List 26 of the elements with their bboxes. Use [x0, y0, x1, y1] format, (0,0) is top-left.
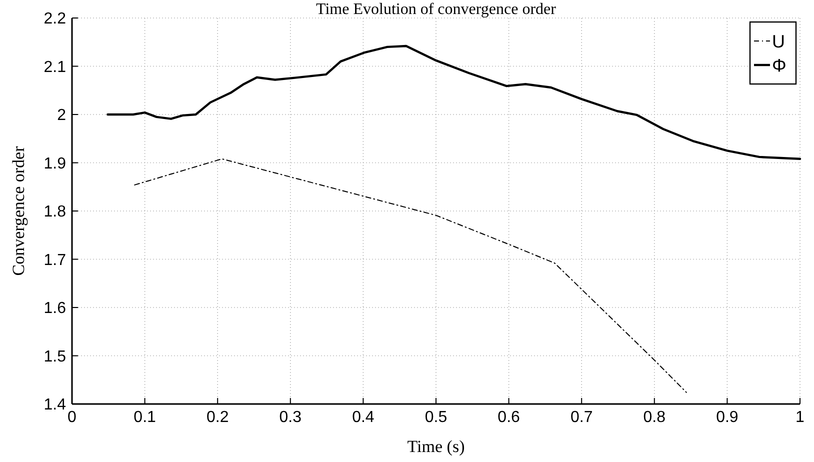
- y-tick-label: 2.1: [44, 58, 66, 76]
- x-tick-label: 0.5: [424, 409, 448, 426]
- x-tick-label: 0.7: [570, 409, 593, 426]
- line-series: [134, 158, 687, 393]
- x-tick-label: 0.3: [279, 409, 302, 426]
- x-tick-label: 0.1: [134, 409, 156, 426]
- x-axis-title: Time (s): [407, 437, 465, 456]
- x-tick-label: 0.9: [716, 409, 738, 426]
- legend-label: Φ: [772, 55, 786, 76]
- x-tick-label: 0.4: [352, 409, 374, 426]
- x-tick-label: 0.8: [643, 409, 666, 426]
- legend-label: U: [772, 31, 785, 52]
- x-tick-label: 0.2: [206, 409, 229, 426]
- x-tick-label: 1: [796, 409, 805, 426]
- y-tick-label: 2.2: [44, 10, 66, 28]
- y-axis-title: Convergence order: [9, 146, 28, 276]
- y-tick-label: 1.9: [44, 155, 66, 172]
- y-tick-label: 1.4: [44, 396, 66, 414]
- y-tick-label: 2: [57, 107, 66, 124]
- y-tick-label: 1.5: [44, 348, 66, 366]
- chart-title: Time Evolution of convergence order: [316, 1, 557, 18]
- x-tick-label: 0: [68, 409, 77, 426]
- x-tick-label: 0.6: [498, 409, 520, 426]
- y-tick-label: 1.7: [44, 252, 66, 269]
- y-tick-label: 1.6: [44, 300, 66, 318]
- y-tick-label: 1.8: [44, 204, 66, 221]
